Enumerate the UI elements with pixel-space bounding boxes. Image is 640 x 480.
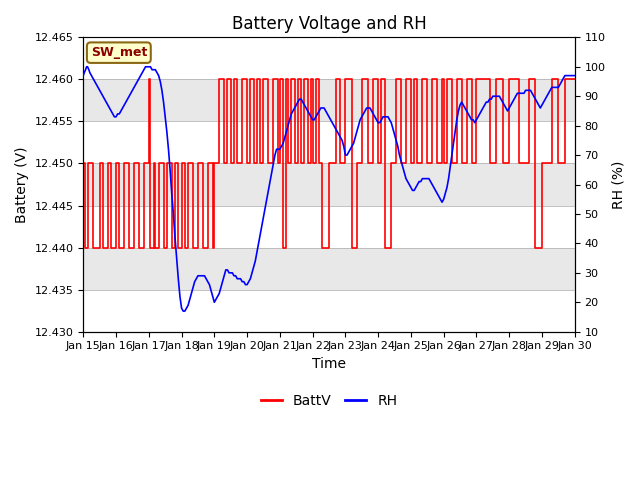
Bar — [83, 248, 575, 289]
Legend: BattV, RH: BattV, RH — [255, 389, 403, 414]
Text: SW_met: SW_met — [91, 46, 147, 59]
X-axis label: Time: Time — [312, 357, 346, 371]
Bar — [83, 164, 575, 205]
Bar — [83, 79, 575, 121]
Y-axis label: Battery (V): Battery (V) — [15, 146, 29, 223]
Title: Battery Voltage and RH: Battery Voltage and RH — [232, 15, 426, 33]
Y-axis label: RH (%): RH (%) — [611, 160, 625, 209]
